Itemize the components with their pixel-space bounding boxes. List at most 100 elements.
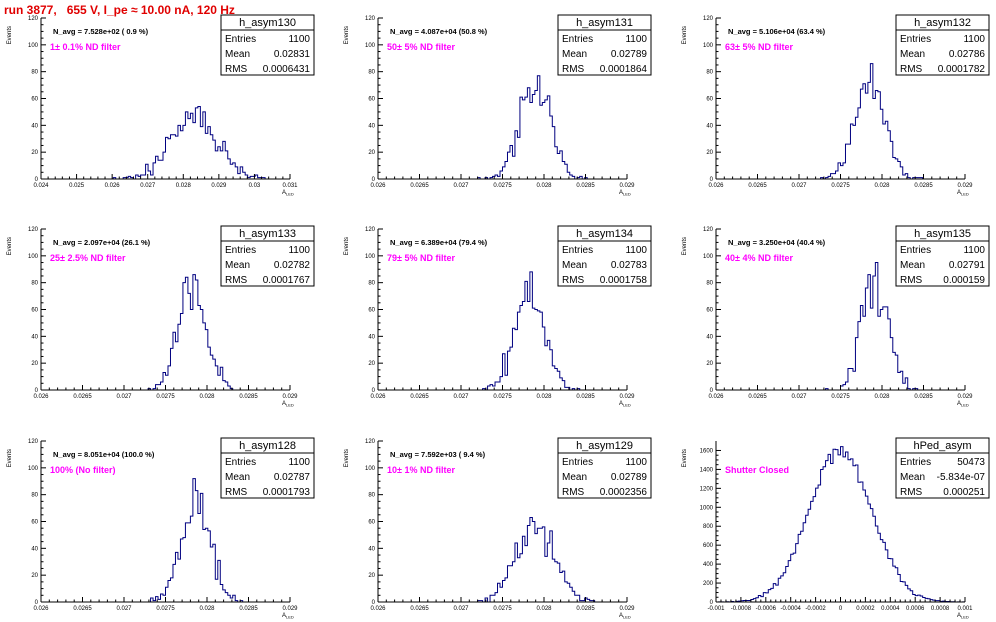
stats-value: 50473 [957,457,985,468]
stats-value: 0.0001758 [600,275,648,286]
histogram-line [716,63,965,180]
x-tick-label: 0.0265 [73,394,92,400]
y-tick-label: 600 [703,543,714,549]
x-tick-label: 0.0265 [748,394,767,400]
histogram-name: h_asym134 [576,228,633,240]
filter-label: 100% (No filter) [50,465,116,475]
stats-label: RMS [225,487,248,498]
y-tick-label: 100 [28,43,39,49]
stats-value: 1100 [625,34,647,45]
histogram-line [716,446,966,603]
x-tick-label: -0.0004 [781,606,802,612]
navg-label: N_avg = 7.592e+03 ( 9.4 %) [390,450,486,459]
y-axis-label: Events [7,449,13,467]
stats-label: Entries [562,245,593,256]
x-tick-label: 0.0285 [576,183,595,189]
y-tick-label: 800 [703,524,714,530]
x-tick-label: 0.03 [249,183,261,189]
y-tick-label: 60 [368,97,375,103]
x-tick-label: -0.0002 [805,606,826,612]
x-tick-label: 0.0265 [748,183,767,189]
filter-label: Shutter Closed [725,465,789,475]
x-tick-label: 0.024 [33,183,49,189]
stats-label: RMS [225,64,248,75]
x-axis-label: ALED [619,613,631,620]
x-tick-label: 0.0265 [73,606,92,612]
stats-label: Entries [225,457,256,468]
stats-label: Mean [900,49,925,60]
stats-label: RMS [900,64,923,75]
y-tick-label: 40 [31,123,38,129]
stats-value: 0.02831 [274,49,311,60]
x-tick-label: -0.0006 [756,606,777,612]
stats-label: Mean [562,472,587,483]
stats-value: 0.02783 [611,260,648,271]
histogram-panel-h_asym133: 0.026 0.0265 0.027 0.0275 0.028 0.0285 0.029 0 2… [7,225,315,408]
x-tick-label: 0.026 [105,183,121,189]
y-tick-label: 40 [31,334,38,340]
y-tick-label: 100 [365,466,376,472]
stats-box [895,452,990,499]
histogram-line [41,274,290,391]
x-tick-label: 0.027 [116,606,132,612]
y-tick-label: 120 [365,439,376,445]
stats-label: Entries [562,457,593,468]
x-tick-label: 0.0275 [493,394,512,400]
x-tick-label: 0.029 [957,394,973,400]
histogram-name: h_asym133 [239,228,296,240]
y-tick-label: 80 [368,70,375,76]
x-tick-label: 0.0285 [576,606,595,612]
histogram-panel-h_asym135: 0.026 0.0265 0.027 0.0275 0.028 0.0285 0.029 0 2… [682,225,990,408]
stats-value: 0.0001793 [263,487,311,498]
stats-label: RMS [562,275,585,286]
y-tick-label: 80 [31,281,38,287]
x-tick-label: 0.0004 [881,606,900,612]
histogram-line [41,106,290,180]
y-tick-label: 400 [703,562,714,568]
y-tick-label: 100 [365,254,376,260]
x-tick-label: 0.0008 [931,606,950,612]
y-axis-label: Events [7,237,13,255]
x-tick-label: 0.0002 [856,606,875,612]
y-tick-label: 120 [703,227,714,233]
x-tick-label: 0.028 [536,606,552,612]
stats-value: 0.02782 [274,260,311,271]
histogram-panel-hPed_asym: -0.001 -0.0008 -0.0006 -0.0004 -0.0002 0 0.000… [682,437,990,620]
y-tick-label: 100 [28,254,39,260]
y-axis-label: Events [7,26,13,44]
x-tick-label: 0.028 [874,183,890,189]
histogram-name: h_asym132 [914,17,971,29]
x-axis-label: ALED [957,613,969,620]
y-tick-label: 60 [368,308,375,314]
y-tick-label: 0 [710,388,714,394]
stats-label: Entries [225,245,256,256]
stats-value: 0.0006431 [263,64,311,75]
stats-value: 0.0001767 [263,275,311,286]
y-tick-label: 80 [31,70,38,76]
filter-label: 79± 5% ND filter [387,253,455,263]
histogram-name: h_asym131 [576,17,633,29]
x-tick-label: 0.027 [116,394,132,400]
stats-box [895,240,990,287]
x-tick-label: 0.0275 [493,183,512,189]
stats-label: Mean [900,260,925,271]
x-axis-label: ALED [957,401,969,408]
x-tick-label: 0.029 [619,183,635,189]
x-tick-label: 0.0285 [914,394,933,400]
filter-label: 50± 5% ND filter [387,42,455,52]
stats-label: RMS [225,275,248,286]
stats-box [220,29,315,76]
y-tick-label: 80 [706,281,713,287]
histogram-panel-h_asym131: 0.026 0.0265 0.027 0.0275 0.028 0.0285 0.029 0 2… [344,14,652,197]
y-axis-label: Events [682,449,688,467]
x-tick-label: 0.029 [957,183,973,189]
stats-box [557,240,652,287]
y-tick-label: 40 [706,123,713,129]
x-tick-label: 0.026 [33,394,49,400]
y-tick-label: 0 [710,600,714,606]
filter-label: 40± 4% ND filter [725,253,793,263]
y-tick-label: 1000 [700,505,714,511]
stats-value: -5.834e-07 [937,472,986,483]
y-tick-label: 80 [368,493,375,499]
x-tick-label: 0.0285 [576,394,595,400]
